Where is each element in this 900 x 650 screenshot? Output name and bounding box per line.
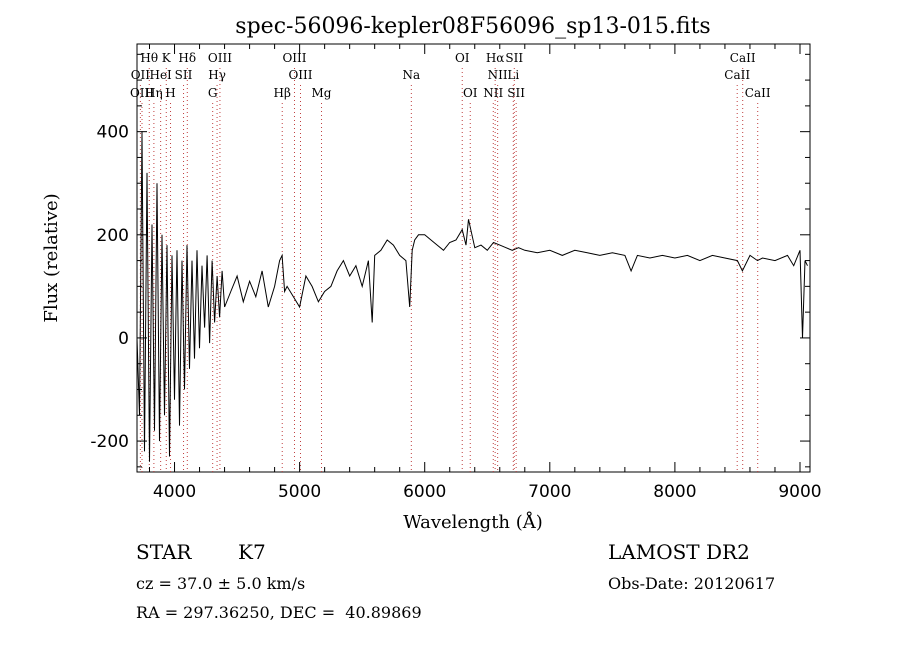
spectral-line-label: HeI — [149, 68, 172, 82]
spectral-line-label: Mg — [312, 86, 332, 100]
observation-date: Obs-Date: 20120617 — [608, 574, 776, 593]
spectral-line-label: SII — [507, 86, 525, 100]
spectral-line-label: H — [165, 86, 175, 100]
spectral-line-label: K — [162, 51, 172, 65]
survey-name: LAMOST DR2 — [608, 540, 750, 564]
spectral-line-label: OIII — [208, 51, 232, 65]
x-tick-label: 8000 — [653, 482, 696, 502]
y-axis-label: Flux (relative) — [41, 193, 62, 322]
spectral-line-label: CaII — [724, 68, 750, 82]
spectral-line-label: Hβ — [274, 86, 291, 100]
spectral-line-label: SII — [175, 68, 193, 82]
object-subclass: K7 — [238, 540, 266, 564]
y-tick-label: -200 — [90, 432, 129, 452]
spectral-line-label: Hδ — [178, 51, 196, 65]
spectral-line-label: NII — [483, 86, 503, 100]
x-tick-label: 6000 — [403, 482, 446, 502]
spectrum-line — [136, 131, 808, 462]
coordinates: RA = 297.36250, DEC = 40.89869 — [136, 603, 422, 622]
y-tick-label: 400 — [97, 123, 129, 143]
spectral-line-label: NII — [488, 68, 508, 82]
x-tick-label: 4000 — [153, 482, 196, 502]
spectral-line-label: OIII — [288, 68, 312, 82]
plot-frame — [136, 43, 811, 473]
object-class: STAR — [136, 540, 192, 564]
x-axis-label: Wavelength (Å) — [403, 511, 543, 533]
spectral-line-label: CaII — [745, 86, 771, 100]
spectral-line-label: SII — [505, 51, 523, 65]
y-tick-label: 0 — [118, 329, 129, 349]
spectral-line-label: Hη — [145, 86, 163, 100]
x-tick-label: 9000 — [778, 482, 821, 502]
spectral-line-label: Li — [507, 68, 519, 82]
y-tick-label: 200 — [97, 226, 129, 246]
spectral-line-label: Hγ — [208, 68, 226, 82]
spectral-line-label: Hα — [486, 51, 505, 65]
spectral-line-label: OI — [463, 86, 478, 100]
spectral-line-label: Na — [403, 68, 421, 82]
spectral-line-label: Hθ — [140, 51, 158, 65]
spectral-line-label: OIII — [130, 86, 154, 100]
axis-ticks: 4000 5000 6000 7000 8000 9000 -200 0 200 400 — [90, 44, 822, 502]
spectral-line-label: CaII — [730, 51, 756, 65]
redshift-cz: cz = 37.0 ± 5.0 km/s — [136, 574, 306, 593]
spectral-line-label: OI — [455, 51, 470, 65]
chart-title: spec-56096-kepler08F56096_sp13-015.fits — [235, 14, 710, 39]
x-tick-label: 5000 — [278, 482, 321, 502]
spectral-line-label: OII — [131, 68, 151, 82]
x-tick-label: 7000 — [528, 482, 571, 502]
spectral-line-label: G — [208, 86, 218, 100]
spectral-line-label: OIII — [282, 51, 306, 65]
